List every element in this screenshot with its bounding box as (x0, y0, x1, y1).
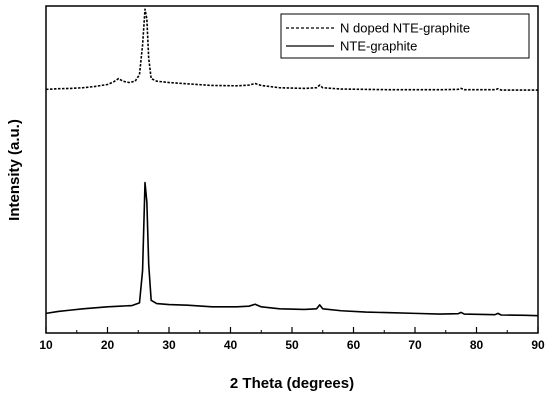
legend-box (280, 13, 530, 59)
series-layer (45, 8, 539, 317)
x-tick-label: 70 (408, 338, 422, 352)
x-tick-label: 20 (101, 338, 115, 352)
x-tick-label: 50 (285, 338, 299, 352)
x-tick-label: 40 (224, 338, 238, 352)
x-tick-label: 60 (347, 338, 361, 352)
series-line-nte-graphite (45, 181, 539, 317)
legend-label-nte-graphite: NTE-graphite (340, 39, 417, 54)
x-tick-label: 80 (470, 338, 484, 352)
x-tick-label: 10 (39, 338, 53, 352)
x-tick-label: 90 (531, 338, 545, 352)
y-axis-title: Intensity (a.u.) (6, 119, 23, 221)
series-line-n-doped-nte-graphite (45, 8, 538, 91)
x-axis-title: 2 Theta (degrees) (230, 375, 354, 392)
legend-label-n-doped: N doped NTE-graphite (340, 21, 470, 36)
x-tick-label: 30 (162, 338, 176, 352)
legend: N doped NTE-graphite NTE-graphite (280, 13, 530, 59)
x-axis-ticks: 10 20 30 40 50 60 70 80 90 (39, 327, 545, 352)
